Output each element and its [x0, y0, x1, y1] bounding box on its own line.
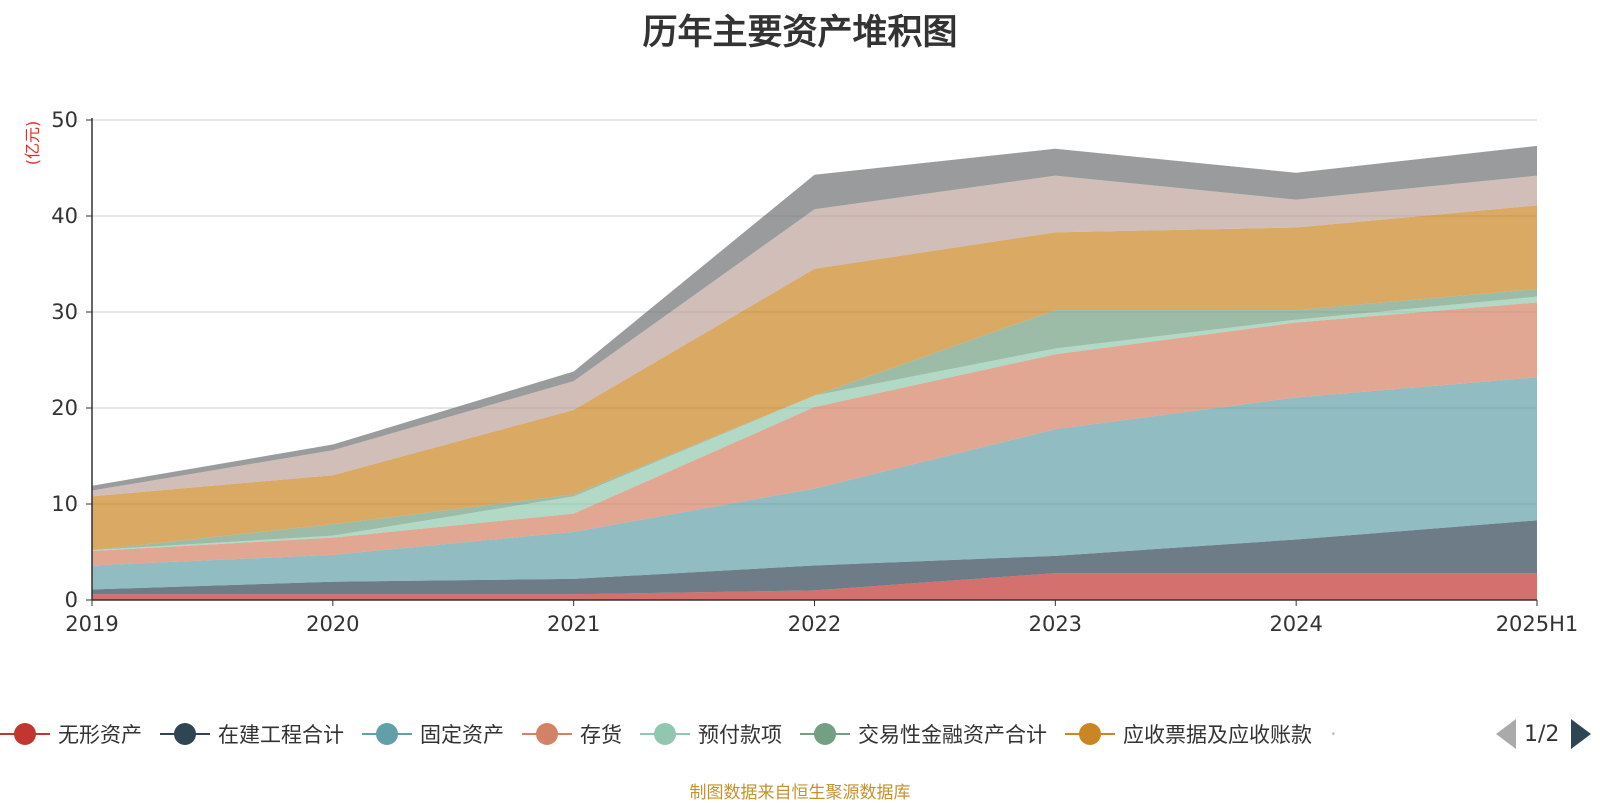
legend-item[interactable]: 预付款项 — [640, 719, 782, 749]
series-area[interactable] — [92, 205, 1537, 551]
x-tick-label: 2023 — [1029, 612, 1082, 636]
legend-marker-icon — [1065, 722, 1115, 746]
y-tick-label: 30 — [51, 300, 78, 324]
legend-marker-icon — [800, 722, 850, 746]
legend-item[interactable]: 在建工程合计 — [160, 719, 344, 749]
y-tick-label: 10 — [51, 492, 78, 516]
chart-title: 历年主要资产堆积图 — [642, 13, 958, 53]
legend-marker-icon — [160, 722, 210, 746]
legend-prev-page-icon[interactable] — [1496, 719, 1516, 749]
legend-item[interactable]: 固定资产 — [362, 719, 504, 749]
x-tick-label: 2021 — [547, 612, 600, 636]
legend-next-page-icon[interactable] — [1571, 719, 1592, 749]
series-area[interactable] — [92, 175, 1537, 497]
legend: 无形资产 在建工程合计 固定资产 存货 预付款项 交易性金融资产合计 应收票据及应收账款 · — [0, 714, 1600, 754]
legend-page-indicator: 1/2 — [1524, 721, 1560, 747]
y-tick-label: 20 — [51, 396, 78, 420]
legend-label: 在建工程合计 — [218, 723, 344, 747]
stacked-area-chart: 0 10 20 30 40 50 2019 2020 2021 2022 2023 2024 2025H… — [23, 108, 1579, 636]
series-area[interactable] — [92, 145, 1537, 491]
legend-overflow-dot-icon: · — [1330, 722, 1337, 746]
y-tick-label: 40 — [51, 204, 78, 228]
x-tick-label: 2019 — [65, 612, 118, 636]
y-tick-label: 0 — [65, 588, 78, 612]
legend-pager: 1/2 — [1496, 714, 1592, 754]
legend-item[interactable]: 交易性金融资产合计 — [800, 719, 1047, 749]
legend-label: 交易性金融资产合计 — [858, 723, 1047, 747]
legend-marker-icon — [640, 722, 690, 746]
legend-label: 存货 — [580, 723, 622, 747]
legend-item[interactable]: 无形资产 — [0, 719, 142, 749]
x-tick-label: 2022 — [788, 612, 841, 636]
series-area[interactable] — [92, 520, 1537, 595]
legend-label: 无形资产 — [58, 723, 142, 747]
legend-label: 应收票据及应收账款 — [1123, 723, 1312, 747]
series-area[interactable] — [92, 377, 1537, 590]
series-area[interactable] — [92, 302, 1537, 566]
legend-marker-icon — [362, 722, 412, 746]
y-axis-unit: (亿元) — [23, 121, 42, 166]
x-tick-label: 2025H1 — [1496, 612, 1579, 636]
legend-marker-icon — [522, 722, 572, 746]
legend-item[interactable]: 存货 — [522, 719, 622, 749]
legend-marker-icon — [0, 722, 50, 746]
series-area[interactable] — [92, 573, 1537, 600]
legend-label: 固定资产 — [420, 723, 504, 747]
legend-label: 预付款项 — [698, 723, 782, 747]
x-tick-label: 2024 — [1269, 612, 1322, 636]
y-tick-label: 50 — [51, 108, 78, 132]
source-note: 制图数据来自恒生聚源数据库 — [689, 783, 911, 803]
legend-item[interactable]: 应收票据及应收账款 — [1065, 719, 1312, 749]
x-tick-label: 2020 — [306, 612, 359, 636]
